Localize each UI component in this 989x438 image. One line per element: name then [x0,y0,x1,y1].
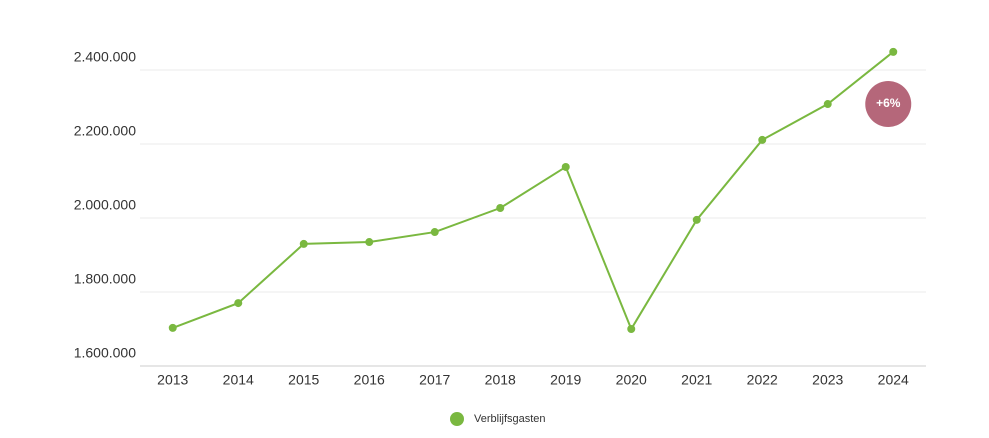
x-tick-label: 2014 [223,372,254,388]
x-tick-label: 2022 [747,372,778,388]
data-point [561,162,570,171]
data-point [692,215,701,224]
data-point [365,238,374,247]
series-line [172,51,894,332]
data-point [168,323,177,332]
legend-label: Verblijfsgasten [474,413,546,425]
x-tick-label: 2016 [354,372,385,388]
x-tick-label: 2017 [419,372,450,388]
x-tick-label: 2018 [485,372,516,388]
annotation-badge [865,81,912,127]
y-tick-label: 2.000.000 [74,197,136,213]
data-point [496,204,505,213]
y-tick-label: 2.400.000 [74,49,136,65]
x-tick-label: 2019 [550,372,581,388]
y-tick-label: 1.800.000 [74,271,136,287]
data-point [299,239,308,248]
y-tick-label: 2.200.000 [74,123,136,139]
x-tick-label: 2013 [157,372,188,388]
x-tick-label: 2023 [812,372,843,388]
data-point [430,228,439,237]
data-point [823,100,832,109]
annotation-text: +6% [876,96,901,110]
x-tick-label: 2021 [681,372,712,388]
data-point [889,47,898,56]
x-tick-label: 2020 [616,372,647,388]
data-point [627,325,636,333]
legend-marker [450,412,464,426]
x-tick-label: 2024 [878,372,909,388]
y-tick-label: 1.600.000 [74,345,136,361]
data-point [758,135,767,144]
data-point [234,299,243,308]
x-tick-label: 2015 [288,372,319,388]
